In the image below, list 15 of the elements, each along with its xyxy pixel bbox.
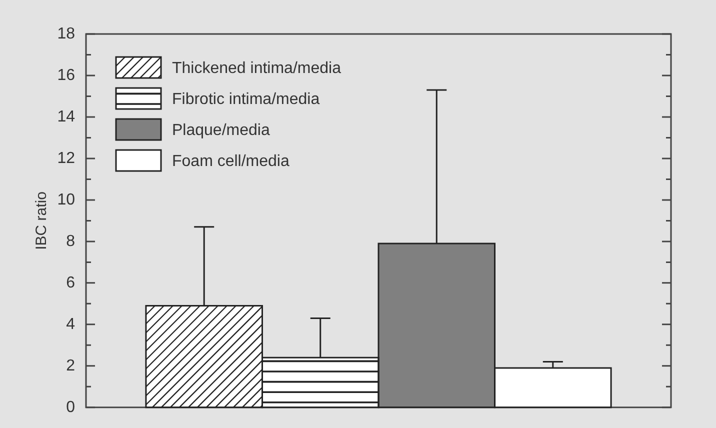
y-tick-label: 4	[66, 316, 76, 333]
y-tick-label: 16	[57, 66, 76, 84]
y-axis-title: IBC ratio	[33, 192, 50, 250]
y-tick-label: 8	[66, 232, 76, 250]
y-tick-label: 6	[66, 274, 76, 292]
y-tick-label: 10	[57, 191, 76, 208]
y-tick-label: 12	[57, 150, 76, 167]
legend-label: Fibrotic intima/media	[172, 90, 320, 108]
y-tick-label: 0	[66, 398, 76, 416]
legend-label: Plaque/media	[172, 122, 270, 139]
legend-label: Thickened intima/media	[172, 60, 342, 77]
y-tick-label: 18	[57, 25, 76, 42]
y-tick-label: 14	[57, 108, 76, 126]
legend-label: Foam cell/media	[172, 152, 290, 170]
y-tick-label: 2	[66, 357, 76, 374]
